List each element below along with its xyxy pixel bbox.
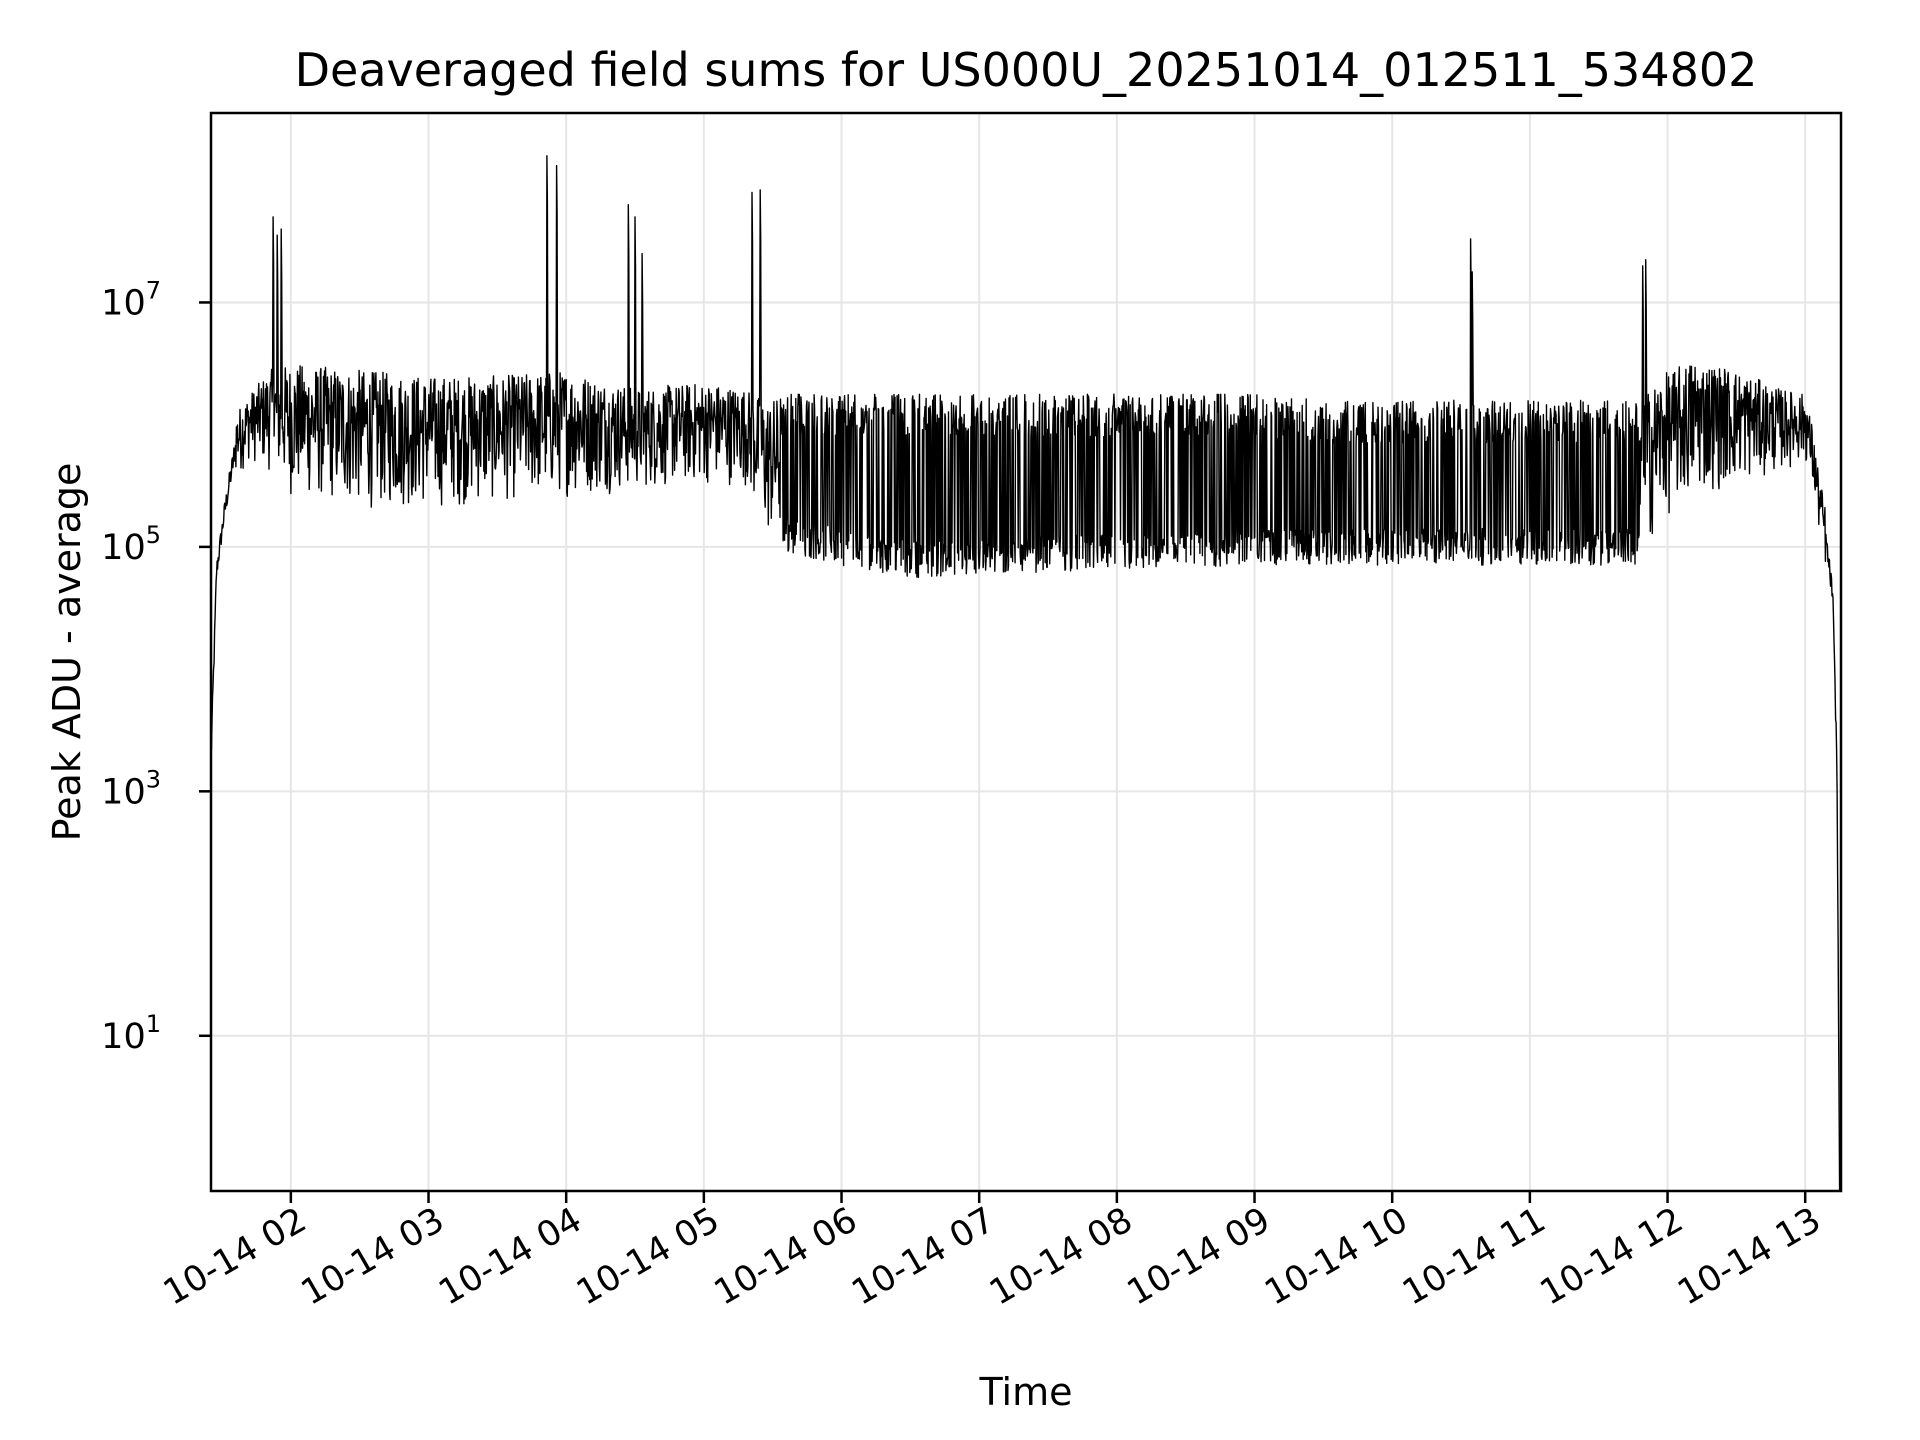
- y-tick-label: 107: [101, 276, 161, 323]
- x-tick-label: 10-14 13: [1671, 1200, 1827, 1313]
- x-tick-label: 10-14 06: [708, 1200, 864, 1313]
- x-tick-label: 10-14 05: [570, 1200, 726, 1313]
- grid: [211, 113, 1841, 1191]
- x-tick-label: 10-14 04: [432, 1200, 588, 1313]
- x-axis-label: Time: [979, 1370, 1073, 1414]
- x-tick-label: 10-14 08: [983, 1200, 1139, 1313]
- y-tick-label: 101: [101, 1010, 161, 1057]
- x-tick-label: 10-14 11: [1396, 1200, 1552, 1313]
- x-tick-label: 10-14 12: [1534, 1200, 1690, 1313]
- chart-title: Deaveraged field sums for US000U_2025101…: [295, 43, 1758, 97]
- x-tick-label: 10-14 03: [295, 1200, 451, 1313]
- y-tick-label: 105: [101, 521, 161, 568]
- x-tick-label: 10-14 02: [157, 1200, 313, 1313]
- x-tick-label: 10-14 09: [1121, 1200, 1277, 1313]
- plot-area: [210, 155, 1841, 1192]
- y-axis-label: Peak ADU - average: [45, 463, 89, 842]
- x-tick-label: 10-14 07: [845, 1200, 1001, 1313]
- axes-frame: [209, 111, 1843, 1193]
- x-tick-label: 10-14 10: [1258, 1200, 1414, 1313]
- series-line-peak-adu: [210, 155, 1841, 1192]
- y-tick-label: 103: [101, 765, 161, 812]
- y-axis: 101 103 105 107: [101, 276, 211, 1057]
